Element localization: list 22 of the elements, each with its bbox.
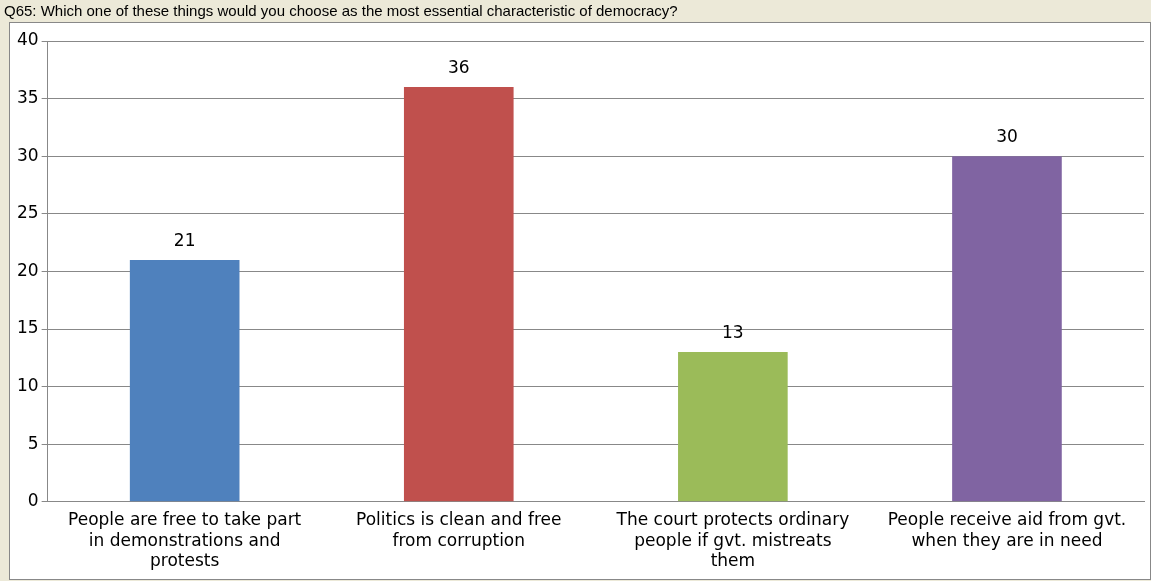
y-tick-label: 20 bbox=[16, 259, 39, 280]
y-tick-label: 35 bbox=[16, 87, 39, 108]
x-tick-label: People are free to take part in demonstrations and protests bbox=[68, 509, 302, 571]
data-label: 21 bbox=[173, 229, 196, 250]
y-tick-label: 5 bbox=[27, 432, 39, 453]
bar bbox=[952, 156, 1062, 502]
bar bbox=[678, 352, 788, 502]
data-label: 36 bbox=[447, 57, 470, 77]
bar bbox=[129, 259, 240, 502]
y-tick-label: 15 bbox=[16, 317, 39, 338]
x-tick-label: People receive aid from gvt. when they are in need bbox=[887, 509, 1127, 550]
y-tick-label: 40 bbox=[16, 29, 39, 50]
chart-title: Q65: Which one of these things would you choose as the most essential characteristic of democracy? bbox=[4, 2, 678, 19]
x-tick-label: Politics is clean and free from corruption bbox=[356, 509, 562, 550]
bar bbox=[403, 87, 514, 502]
y-tick-label: 30 bbox=[16, 144, 39, 165]
x-tick-label: The court protects ordinary people if gvt. mistreats them bbox=[615, 509, 850, 571]
y-tick-label: 25 bbox=[16, 202, 39, 223]
y-tick-label: 10 bbox=[16, 375, 39, 396]
y-tick-label: 0 bbox=[27, 490, 39, 511]
data-label: 30 bbox=[996, 126, 1018, 147]
data-label: 13 bbox=[722, 321, 744, 342]
